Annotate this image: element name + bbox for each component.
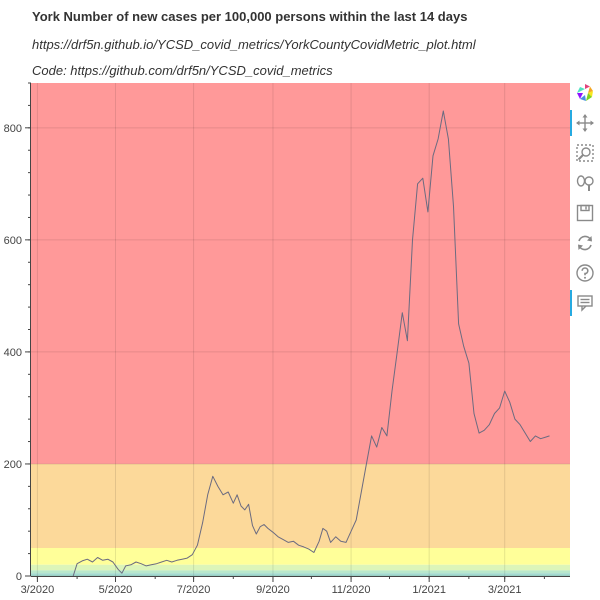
- risk-band: [31, 570, 570, 574]
- risk-band: [31, 547, 570, 565]
- chart-toolbar: [570, 80, 600, 330]
- y-tick-label: 400: [4, 347, 22, 359]
- x-tick-label: 7/2020: [177, 584, 211, 596]
- x-tick-label: 3/2020: [21, 584, 55, 596]
- y-tick-label: 0: [16, 571, 22, 583]
- risk-band: [31, 573, 570, 576]
- hover-tooltip-icon[interactable]: [570, 290, 600, 316]
- y-tick-label: 200: [4, 459, 22, 471]
- wheel-zoom-icon[interactable]: [570, 170, 600, 196]
- help-icon[interactable]: [570, 260, 600, 286]
- x-tick-label: 11/2020: [332, 584, 371, 596]
- y-tick-label: 800: [4, 123, 22, 135]
- chart-subtitle-url: https://drf5n.github.io/YCSD_covid_metri…: [32, 37, 476, 52]
- x-tick-label: 9/2020: [256, 584, 290, 596]
- pan-tool-icon[interactable]: [570, 110, 600, 136]
- risk-bands: [31, 83, 570, 576]
- y-tick-label: 600: [4, 235, 22, 247]
- box-zoom-icon[interactable]: [570, 140, 600, 166]
- risk-band: [31, 463, 570, 548]
- series-line: [72, 110, 550, 577]
- bokeh-logo-icon: [570, 80, 600, 106]
- x-axis: 3/2020 5/2020 7/2020 9/2020 11/2020 1/2021 3/2…: [21, 576, 545, 596]
- y-axis: 0 200 400 600 800: [4, 82, 31, 583]
- risk-band: [31, 564, 570, 571]
- chart-subtitle-code: Code: https://github.com/drf5n/YCSD_covi…: [32, 63, 333, 78]
- x-tick-label: 5/2020: [99, 584, 133, 596]
- x-tick-label: 1/2021: [412, 584, 446, 596]
- risk-band: [31, 83, 570, 464]
- x-tick-label: 3/2021: [488, 584, 522, 596]
- reset-icon[interactable]: [570, 230, 600, 256]
- save-icon[interactable]: [570, 200, 600, 226]
- chart-title: York Number of new cases per 100,000 per…: [32, 9, 468, 24]
